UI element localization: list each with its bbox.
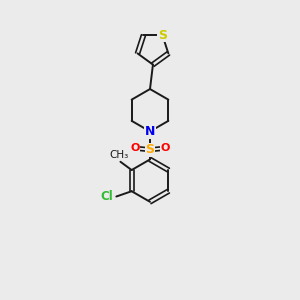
- Text: O: O: [130, 143, 140, 153]
- Text: S: S: [158, 29, 167, 42]
- Text: S: S: [146, 143, 154, 156]
- Text: N: N: [145, 125, 155, 138]
- Text: O: O: [160, 143, 170, 153]
- Text: CH₃: CH₃: [110, 150, 129, 160]
- Text: Cl: Cl: [100, 190, 113, 203]
